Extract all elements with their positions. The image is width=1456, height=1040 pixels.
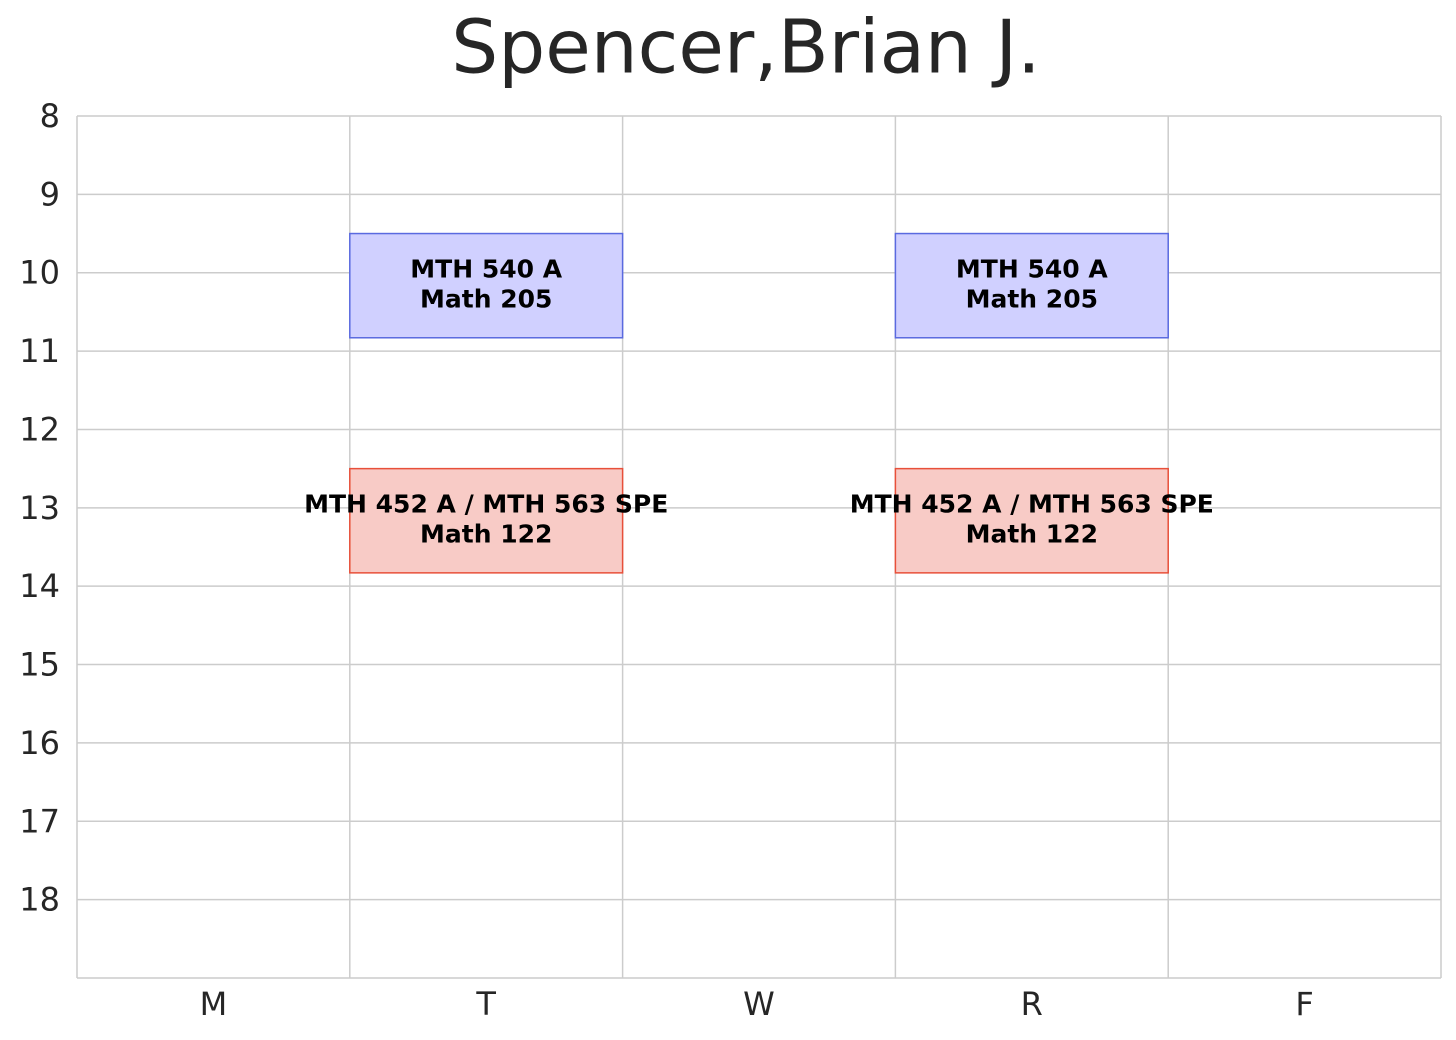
event-course: MTH 540 A: [410, 255, 562, 284]
event-room: Math 205: [966, 285, 1098, 314]
y-tick-label: 12: [19, 410, 60, 448]
event-room: Math 122: [420, 520, 552, 549]
event-course: MTH 540 A: [956, 255, 1108, 284]
x-tick-label: F: [1295, 985, 1313, 1023]
y-tick-label: 9: [40, 175, 60, 213]
y-tick-label: 17: [19, 802, 60, 840]
event-room: Math 205: [420, 285, 552, 314]
x-tick-label: R: [1021, 985, 1043, 1023]
y-tick-label: 10: [19, 254, 60, 292]
event-course: MTH 452 A / MTH 563 SPE: [304, 490, 668, 519]
y-tick-label: 16: [19, 724, 60, 762]
x-tick-label: T: [475, 985, 496, 1023]
y-tick-label: 14: [19, 567, 60, 605]
x-tick-label: W: [743, 985, 775, 1023]
y-tick-label: 8: [40, 97, 60, 135]
event-block: [894, 232, 1169, 339]
x-tick-label: M: [200, 985, 228, 1023]
event-block: [349, 467, 624, 574]
event-block: [894, 467, 1169, 574]
event-room: Math 122: [966, 520, 1098, 549]
y-tick-label: 13: [19, 489, 60, 527]
y-tick-label: 15: [19, 646, 60, 684]
chart-title: Spencer,Brian J.: [451, 5, 1040, 91]
event-course: MTH 452 A / MTH 563 SPE: [850, 490, 1214, 519]
event-block: [349, 232, 624, 339]
y-tick-label: 18: [19, 881, 60, 919]
y-tick-label: 11: [19, 332, 60, 370]
